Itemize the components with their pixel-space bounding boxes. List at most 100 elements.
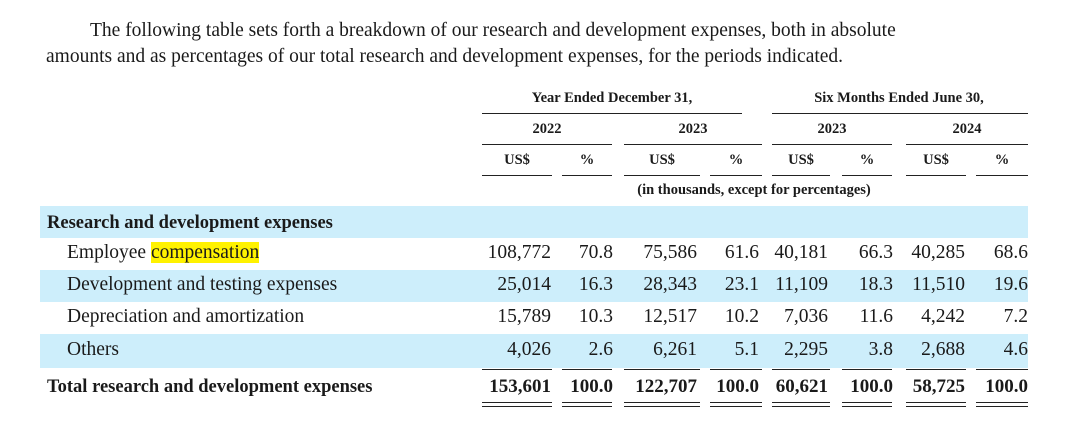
unit-header: US$ [923, 152, 949, 168]
unit-header: % [994, 152, 1010, 168]
table-row: Others 4,026 2.6 6,261 5.1 2,295 3.8 2,6… [40, 335, 1028, 367]
cell-value: 10.2 [724, 306, 759, 327]
row-band [40, 206, 1028, 238]
cell-value: 4,242 [921, 306, 965, 327]
double-rule [710, 402, 762, 403]
year-rule [906, 144, 1028, 145]
double-rule [482, 406, 552, 407]
double-rule [482, 402, 552, 403]
cell-value: 7.2 [1003, 306, 1028, 327]
row-label: Others [67, 339, 119, 360]
row-label: Depreciation and amortization [67, 306, 305, 327]
unit-rule [482, 175, 552, 176]
cell-value: 40,181 [774, 242, 828, 263]
double-rule [772, 406, 830, 407]
cell-value: 4,026 [507, 339, 551, 360]
cell-value: 108,772 [487, 242, 551, 263]
header-year-2023: 2023 [678, 121, 708, 137]
row-band [40, 270, 1028, 302]
unit-header: US$ [649, 152, 675, 168]
cell-value: 2.6 [588, 339, 613, 360]
total-value: 153,601 [489, 376, 551, 397]
header-year-2022: 2022 [532, 121, 562, 137]
total-value: 100.0 [985, 376, 1028, 397]
year-rule [482, 144, 612, 145]
double-rule [976, 406, 1028, 407]
cell-value: 2,295 [784, 339, 828, 360]
year-rule [772, 144, 892, 145]
unit-header: US$ [504, 152, 530, 168]
header-six-months-ended: Six Months Ended June 30, [814, 90, 984, 106]
section-title: Research and development expenses [47, 213, 333, 233]
intro-line-2: amounts and as percentages of our total … [46, 46, 844, 67]
cell-value: 12,517 [643, 306, 697, 327]
unit-rule [976, 175, 1028, 176]
double-rule [906, 406, 966, 407]
unit-header: US$ [788, 152, 814, 168]
total-rule [710, 369, 762, 370]
intro-paragraph: The following table sets forth a breakdo… [46, 18, 1046, 70]
total-rule [624, 369, 700, 370]
cell-value: 40,285 [911, 242, 965, 263]
unit-rule [562, 175, 612, 176]
cell-value: 7,036 [784, 306, 828, 327]
double-rule [772, 402, 830, 403]
cell-value: 19.6 [993, 274, 1028, 295]
header-year-ended: Year Ended December 31, [531, 90, 693, 106]
total-value: 58,725 [912, 376, 965, 397]
cell-value: 3.8 [868, 339, 893, 360]
total-rule [976, 369, 1028, 370]
double-rule [562, 402, 612, 403]
row-label-text: Employee [67, 242, 151, 263]
cell-value: 15,789 [497, 306, 551, 327]
highlighted-text: compensation [150, 242, 260, 263]
cell-value: 25,014 [497, 274, 551, 295]
total-value: 60,621 [775, 376, 828, 397]
total-rule [842, 369, 892, 370]
double-rule [624, 406, 700, 407]
cell-value: 10.3 [578, 306, 613, 327]
table-row: Employee compensation 108,772 70.8 75,58… [40, 238, 1028, 270]
intro-line-1: The following table sets forth a breakdo… [90, 20, 896, 41]
double-rule [842, 406, 892, 407]
double-rule [842, 402, 892, 403]
unit-header: % [728, 152, 744, 168]
total-row: Total research and development expenses … [40, 371, 1028, 403]
unit-header: % [859, 152, 875, 168]
total-rule [482, 369, 552, 370]
header-rule [772, 113, 1028, 114]
row-band [40, 334, 1028, 368]
unit-rule [906, 175, 966, 176]
unit-header: % [579, 152, 595, 168]
cell-value: 61.6 [724, 242, 759, 263]
cell-value: 6,261 [653, 339, 697, 360]
cell-value: 70.8 [578, 242, 613, 263]
unit-rule [772, 175, 830, 176]
row-label: Development and testing expenses [67, 274, 338, 295]
header-six-months-2023: 2023 [817, 121, 847, 137]
unit-rule [710, 175, 762, 176]
unit-note: (in thousands, except for percentages) [637, 182, 871, 198]
cell-value: 4.6 [1003, 339, 1028, 360]
total-value: 122,707 [635, 376, 697, 397]
double-rule [906, 402, 966, 403]
total-value: 100.0 [716, 376, 759, 397]
cell-value: 11.6 [859, 306, 893, 327]
total-rule [906, 369, 966, 370]
cell-value: 5.1 [734, 339, 759, 360]
cell-value: 11,109 [775, 274, 828, 295]
double-rule [976, 402, 1028, 403]
cell-value: 75,586 [643, 242, 697, 263]
unit-rule [624, 175, 700, 176]
double-rule [624, 402, 700, 403]
year-rule [624, 144, 762, 145]
cell-value: 28,343 [643, 274, 697, 295]
table-row: Depreciation and amortization 15,789 10.… [40, 302, 1028, 334]
cell-value: 2,688 [921, 339, 965, 360]
cell-value: 18.3 [858, 274, 893, 295]
table-row: Development and testing expenses 25,014 … [40, 270, 1028, 302]
unit-rule [842, 175, 892, 176]
total-rule [772, 369, 830, 370]
double-rule [710, 406, 762, 407]
total-value: 100.0 [570, 376, 613, 397]
